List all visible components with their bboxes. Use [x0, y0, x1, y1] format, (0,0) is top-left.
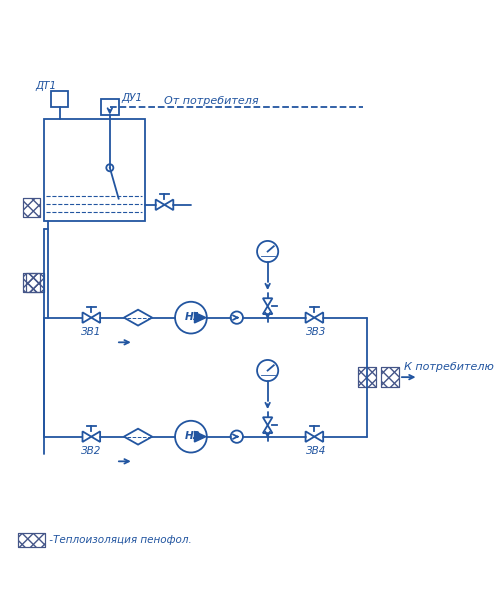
Text: От потребителя: От потребителя [165, 96, 259, 106]
Bar [381, 367, 399, 387]
Bar [22, 272, 40, 292]
Bar [358, 367, 376, 387]
Bar [44, 119, 145, 221]
Text: ДТ1: ДТ1 [35, 81, 56, 91]
Bar [22, 198, 40, 217]
Bar [26, 272, 44, 292]
Text: ЗВ4: ЗВ4 [305, 446, 326, 456]
Bar [18, 533, 44, 547]
Bar [51, 91, 68, 107]
Text: ДУ1: ДУ1 [121, 93, 142, 103]
Bar [22, 272, 40, 292]
Bar [18, 533, 44, 547]
Text: ЗВ2: ЗВ2 [81, 446, 101, 456]
Bar [381, 367, 399, 387]
Bar [22, 198, 40, 217]
Bar [101, 99, 119, 115]
Polygon shape [195, 431, 206, 442]
Text: ЗВ3: ЗВ3 [305, 327, 326, 337]
Text: К потребителю: К потребителю [404, 362, 494, 372]
Polygon shape [195, 313, 206, 323]
Text: -Теплоизоляция пенофол.: -Теплоизоляция пенофол. [46, 535, 192, 545]
Text: Н2: Н2 [185, 431, 201, 441]
Text: Н1: Н1 [185, 312, 201, 322]
Bar [26, 272, 44, 292]
Text: ЗВ1: ЗВ1 [81, 327, 101, 337]
Bar [358, 367, 376, 387]
